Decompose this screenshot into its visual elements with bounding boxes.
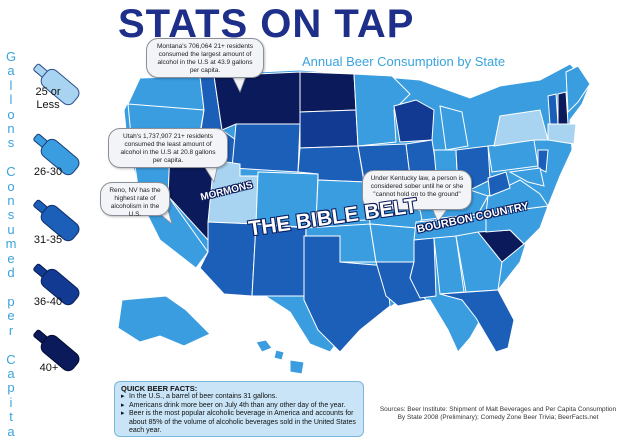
state-vermont <box>547 93 559 125</box>
vertical-label-letter: l <box>9 77 13 93</box>
state-wisconsin <box>393 99 435 143</box>
state-michigan <box>439 105 469 151</box>
state-new-hampshire <box>557 91 569 125</box>
vertical-label-letter: d <box>7 265 15 281</box>
facts-list: In the U.S., a barrel of beer contains 3… <box>121 393 357 435</box>
fact-item: Beer is the most popular alcoholic bever… <box>121 410 357 435</box>
state-new-york <box>493 109 549 147</box>
vertical-label-letter: t <box>9 409 13 425</box>
fact-item: In the U.S., a barrel of beer contains 3… <box>121 393 357 402</box>
vertical-label-letter: e <box>7 308 15 324</box>
vertical-label-letter: C <box>6 164 16 180</box>
vertical-label-letter: l <box>9 92 13 108</box>
state-virginia <box>485 179 549 215</box>
state-arizona <box>199 221 257 297</box>
state-wyoming <box>231 123 301 173</box>
vertical-label-letter: a <box>7 63 15 79</box>
legend-bottle-4 <box>33 263 80 306</box>
state-new-jersey <box>537 149 549 173</box>
state-kansas <box>315 179 369 223</box>
vertical-label-letter: p <box>7 380 15 396</box>
callout-utah: Utah's 1,737,907 21+ residents consumed … <box>108 128 228 168</box>
callout-reno: Reno, NV has the highest rate of alcohol… <box>100 182 170 218</box>
fact-item: Americans drink more beer on July 4th th… <box>121 402 357 411</box>
map-subtitle: Annual Beer Consumption by State <box>302 54 506 69</box>
legend-label-5: 40+ <box>39 362 59 374</box>
legend-bottle-5 <box>33 329 80 372</box>
vertical-label-letter: n <box>7 121 15 137</box>
vertical-label-letter: i <box>9 394 13 410</box>
state-montana <box>213 71 301 131</box>
vertical-label-letter: C <box>6 351 16 367</box>
legend-label-2: 26-30 <box>33 166 63 178</box>
legend-bottle-3 <box>33 199 80 242</box>
legend-bottle-1 <box>33 63 80 106</box>
state-south-dakota <box>299 109 359 149</box>
vertical-label-letter: e <box>7 250 15 266</box>
callout-montana: Montana's 706,064 21+ residents consumed… <box>146 38 264 78</box>
state-west-virginia <box>487 171 511 197</box>
facts-heading: QUICK BEER FACTS: <box>121 384 198 393</box>
state-north-dakota <box>299 71 357 113</box>
vertical-label-letter: o <box>7 178 15 194</box>
state-alaska <box>117 295 211 347</box>
vertical-label-letter: s <box>7 207 15 223</box>
vertical-label-letter: a <box>7 365 15 381</box>
state-arkansas <box>369 223 417 263</box>
vertical-label-letter: m <box>5 236 17 252</box>
legend-label-4: 36-40 <box>33 296 63 308</box>
state-delaware-maryland <box>508 167 545 187</box>
vertical-label-letter: n <box>7 193 15 209</box>
vertical-label-letter: a <box>7 423 15 439</box>
state-minnesota <box>353 73 411 147</box>
vertical-label-letter: o <box>7 106 15 122</box>
vertical-label-letter: u <box>7 221 15 237</box>
state-massachusetts-ct-ri <box>547 123 577 145</box>
state-maine <box>565 65 591 114</box>
quick-beer-facts: QUICK BEER FACTS: In the U.S., a barrel … <box>114 381 364 437</box>
vertical-label-letter: p <box>7 293 15 309</box>
vertical-label-letter: s <box>7 135 15 151</box>
callout-kentucky: Under Kentucky law, a person is consider… <box>362 170 472 210</box>
state-hawaii <box>255 339 305 375</box>
state-texas <box>303 235 391 353</box>
vertical-label-letter: G <box>5 49 17 64</box>
legend-label-3: 31-35 <box>33 234 63 246</box>
legend-bottle-2 <box>33 133 80 176</box>
vertical-label-letter: r <box>8 322 14 338</box>
legend <box>33 63 80 372</box>
state-florida <box>439 289 515 353</box>
sources-note: Sources: Beer Institute: Shipment of Mal… <box>379 406 617 421</box>
legend-label-1: 25 or Less <box>35 86 61 111</box>
state-georgia <box>455 231 503 293</box>
